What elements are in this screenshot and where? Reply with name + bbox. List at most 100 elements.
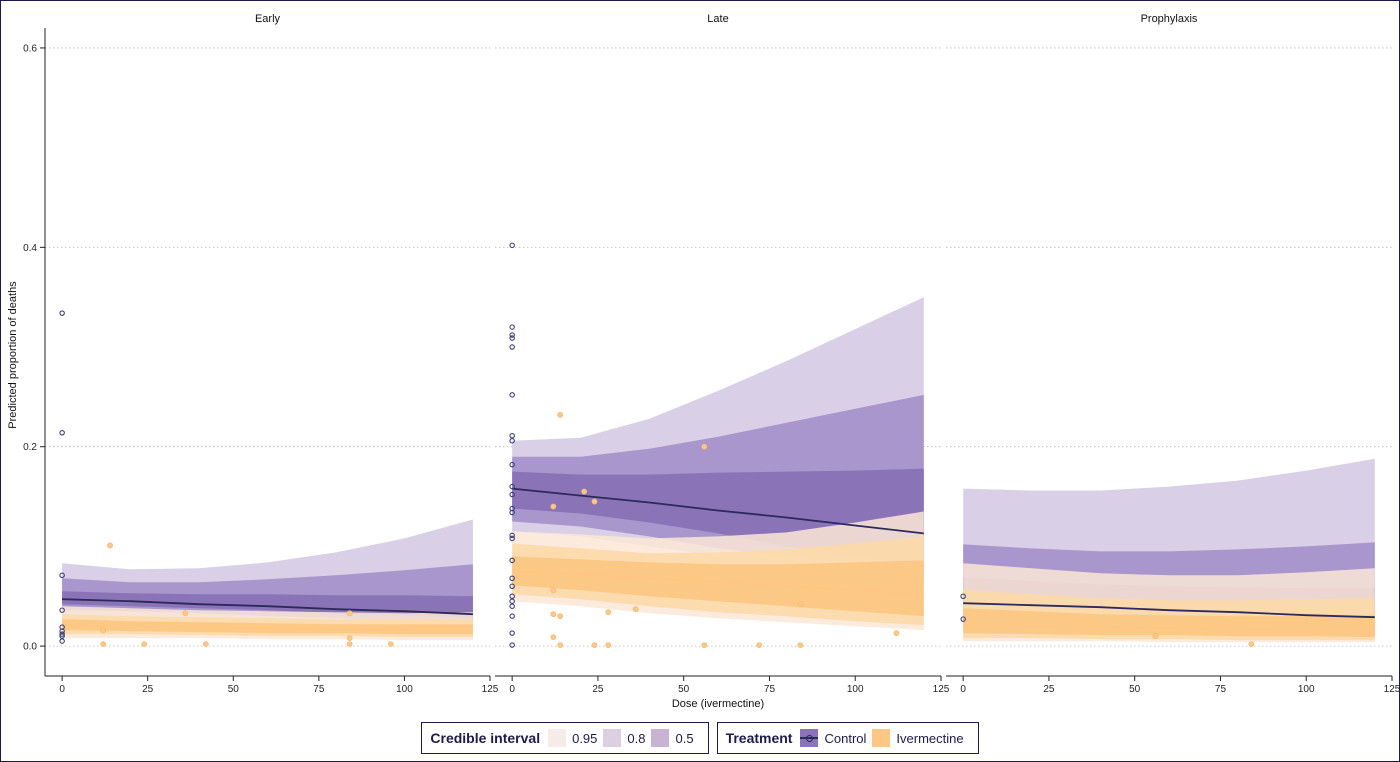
- control-point: [509, 509, 515, 516]
- x-tick-label: 0: [960, 684, 966, 695]
- control-point: [509, 491, 515, 498]
- ivermectine-point: [100, 641, 107, 647]
- y-tick-label: 0.4: [23, 243, 37, 254]
- control-point: [509, 432, 515, 439]
- x-tick-label: 100: [847, 684, 864, 695]
- legend-swatch-ci-80: [603, 729, 622, 747]
- legend-swatch-ci-95: [548, 729, 567, 747]
- x-tick-label: 125: [1384, 684, 1400, 695]
- legend-item-ci-95: 0.95: [548, 729, 597, 747]
- control-point: [509, 613, 515, 619]
- y-tick-label: 0.2: [23, 442, 37, 453]
- x-tick-label: 25: [1043, 684, 1055, 695]
- control-point: [509, 335, 515, 341]
- y-tick-label: 0.6: [23, 43, 37, 54]
- ivermectine-point: [605, 642, 612, 648]
- legend-label-ci-80: 0.8: [627, 730, 646, 746]
- control-band-50: [62, 591, 473, 619]
- control-median-line: [62, 598, 473, 616]
- x-tick-label: 75: [764, 684, 776, 695]
- control-median-line: [963, 602, 1375, 619]
- ivermectine-point: [581, 488, 588, 495]
- control-point: [509, 598, 515, 604]
- ivermectine-point: [701, 443, 708, 450]
- x-tick-label: 50: [678, 684, 690, 695]
- x-tick-label: 0: [509, 684, 515, 695]
- control-point: [509, 532, 515, 539]
- ivermectine-point: [605, 609, 612, 616]
- legend-item-ci-80: 0.8: [603, 729, 645, 747]
- control-point: [509, 344, 515, 350]
- legend-item-ivermectine: Ivermectine: [872, 729, 964, 747]
- ivermectine-median-line: [62, 624, 473, 632]
- ivermectine-median-line: [963, 624, 1375, 632]
- control-point: [960, 616, 966, 622]
- credible-interval-legend-title: Credible interval: [430, 730, 541, 746]
- ivermectine-band-50: [512, 556, 924, 617]
- control-point: [509, 557, 515, 564]
- x-tick-label: 50: [228, 684, 240, 695]
- panel-title: Prophylaxis: [1141, 13, 1198, 25]
- y-tick-label: 0.0: [23, 642, 37, 653]
- ivermectine-point: [346, 635, 353, 642]
- ivermectine-point: [550, 634, 557, 641]
- control-point: [509, 332, 515, 338]
- ivermectine-point: [756, 642, 763, 648]
- legend-swatch-ivermectine: [872, 729, 891, 747]
- panel-early: Early 0 25 50 75 100 125: [45, 13, 499, 695]
- ivermectine-point: [550, 503, 557, 510]
- legend-item-ci-50: 0.5: [651, 729, 694, 747]
- ivermectine-point: [107, 542, 113, 549]
- x-tick-label: 25: [142, 684, 154, 695]
- ivermectine-point: [550, 611, 557, 618]
- x-tick-label: 100: [396, 684, 413, 695]
- ivermectine-point: [100, 627, 107, 634]
- treatment-legend: Treatment Control Ivermectine: [716, 722, 979, 754]
- ivermectine-point: [387, 641, 394, 647]
- x-tick-label: 125: [482, 684, 499, 695]
- y-axis-title: Predicted proportion of deaths: [7, 281, 19, 429]
- control-point: [509, 324, 515, 330]
- panel-late: Late 0 25 50 75 100 125: [495, 13, 950, 695]
- ivermectine-point: [182, 610, 189, 617]
- control-point: [960, 593, 966, 599]
- ivermectine-point: [797, 601, 804, 608]
- ivermectine-point: [591, 642, 598, 648]
- legend-swatch-ci-50: [651, 729, 670, 747]
- ivermectine-median-line: [512, 570, 924, 596]
- treatment-legend-title: Treatment: [725, 730, 793, 746]
- legend-swatch-control-dot: [806, 735, 814, 742]
- ivermectine-point: [346, 641, 353, 647]
- x-tick-label: 75: [1215, 684, 1227, 695]
- control-median-line: [512, 487, 924, 535]
- legend-label-ci-50: 0.5: [675, 730, 694, 746]
- control-point: [509, 642, 515, 648]
- credible-interval-legend: Credible interval 0.95 0.8 0.5: [421, 722, 709, 754]
- ivermectine-point: [1248, 641, 1255, 647]
- panel-title: Early: [255, 13, 281, 25]
- control-point: [59, 572, 65, 579]
- control-point: [509, 437, 515, 444]
- x-tick-label: 125: [933, 684, 950, 695]
- ivermectine-point: [202, 641, 209, 647]
- control-point: [509, 630, 515, 636]
- ivermectine-point: [591, 498, 598, 505]
- control-point: [59, 633, 65, 639]
- control-point: [509, 242, 515, 249]
- control-point: [59, 631, 65, 637]
- ivermectine-point: [557, 642, 564, 648]
- legend-label-ivermectine: Ivermectine: [896, 730, 964, 746]
- ivermectine-point: [557, 411, 564, 418]
- control-point: [509, 575, 515, 582]
- control-point: [509, 583, 515, 590]
- x-tick-label: 75: [313, 684, 325, 695]
- control-point: [509, 483, 515, 490]
- panel-title: Late: [707, 13, 728, 25]
- control-point: [509, 535, 515, 542]
- ivermectine-point: [141, 641, 148, 647]
- ivermectine-point: [632, 606, 639, 613]
- x-tick-label: 100: [1298, 684, 1315, 695]
- ivermectine-point: [797, 642, 804, 648]
- panel-prophylaxis: Prophylaxis 0 25 50 75 100 125: [946, 13, 1400, 695]
- faceted-chart: 0.0 0.2 0.4 0.6 Early 0 25 50 75 100 125 Late 0 25 50 7…: [7, 13, 1400, 710]
